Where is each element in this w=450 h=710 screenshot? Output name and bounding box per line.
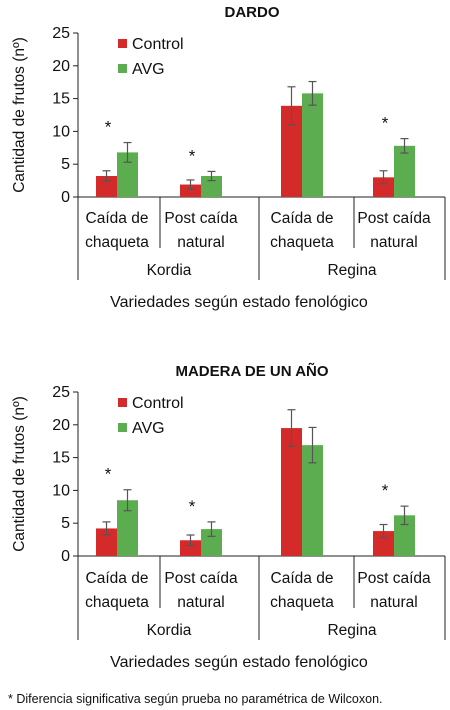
chart2-category-label: Post caída	[164, 570, 238, 587]
chart1-category-label: natural	[177, 234, 224, 251]
chart1-group-label: Regina	[327, 262, 376, 279]
chart2-bar-control	[180, 540, 201, 556]
chart1-y-tick-label: 5	[61, 156, 70, 173]
chart2-group-label: Regina	[327, 622, 376, 639]
chart2-category-label: natural	[370, 594, 417, 611]
chart1-title: DARDO	[225, 4, 280, 21]
chart2-bar-avg	[302, 445, 323, 556]
chart2-significance-marker: *	[105, 465, 112, 484]
chart1-bar-avg	[394, 145, 415, 197]
chart1-bar-avg	[302, 93, 323, 197]
chart1-group-label: Kordia	[147, 262, 192, 279]
chart2-bar-avg	[394, 515, 415, 556]
chart2-x-axis-label: Variedades según estado fenológico	[110, 654, 368, 671]
chart2-category-label: natural	[177, 594, 224, 611]
chart1-legend-swatch-avg	[118, 64, 127, 73]
chart2-legend-swatch-control	[118, 398, 127, 407]
footnote: * Diferencia significativa según prueba …	[8, 692, 383, 706]
chart2-bar-control	[96, 528, 117, 556]
chart1-y-tick-label: 15	[52, 91, 70, 108]
chart1-bar-control	[96, 176, 117, 197]
chart1-significance-marker: *	[382, 114, 389, 133]
chart1-category-label: Post caída	[164, 210, 238, 227]
chart2-legend-label-avg: AVG	[132, 420, 165, 437]
chart1-category-label: chaqueta	[85, 234, 149, 251]
chart1-legend-label-avg: AVG	[132, 61, 165, 78]
chart1-bar-avg	[201, 176, 222, 197]
chart2-significance-marker: *	[382, 481, 389, 500]
chart1-bar-control	[281, 105, 302, 197]
chart1-bar-control	[180, 184, 201, 197]
chart2-category-label: Caída de	[271, 570, 334, 587]
chart2-category-label: chaqueta	[85, 594, 149, 611]
chart1-significance-marker: *	[105, 118, 112, 137]
chart2-legend-label-control: Control	[132, 395, 184, 412]
chart2-y-tick-label: 0	[61, 548, 70, 565]
chart1-bar-avg	[117, 152, 138, 197]
chart1-significance-marker: *	[189, 146, 196, 165]
chart1-y-tick-label: 20	[52, 58, 70, 75]
chart2-y-axis-label: Cantidad de frutos (nº)	[11, 396, 28, 552]
chart2-legend-swatch-avg	[118, 423, 127, 432]
chart2-bar-avg	[117, 500, 138, 556]
chart1-y-axis-label: Cantidad de frutos (nº)	[11, 37, 28, 193]
chart2-title: MADERA DE UN AÑO	[175, 362, 328, 380]
chart1-category-label: natural	[370, 234, 417, 251]
chart1-legend-label-control: Control	[132, 36, 184, 53]
chart1-y-tick-label: 25	[52, 25, 70, 42]
chart1-category-label: Caída de	[271, 210, 334, 227]
chart2-y-tick-label: 25	[52, 384, 70, 401]
chart2-y-tick-label: 15	[52, 450, 70, 467]
chart1-category-label: Caída de	[86, 210, 149, 227]
chart1-legend-swatch-control	[118, 39, 127, 48]
chart2-bar-control	[373, 531, 394, 556]
chart1-y-tick-label: 0	[61, 189, 70, 206]
chart2-category-label: Post caída	[357, 570, 431, 587]
chart1-bar-control	[373, 177, 394, 197]
chart1-x-axis-label: Variedades según estado fenológico	[110, 294, 368, 311]
chart2-significance-marker: *	[189, 497, 196, 516]
chart2-bar-control	[281, 428, 302, 556]
chart1-category-label: chaqueta	[270, 234, 334, 251]
chart2-group-label: Kordia	[147, 622, 192, 639]
chart2-y-tick-label: 10	[52, 482, 70, 499]
chart2-y-tick-label: 20	[52, 417, 70, 434]
chart1-y-tick-label: 10	[52, 123, 70, 140]
chart2-bar-avg	[201, 529, 222, 556]
chart2-y-tick-label: 5	[61, 515, 70, 532]
chart1-category-label: Post caída	[357, 210, 431, 227]
chart2-category-label: Caída de	[86, 570, 149, 587]
chart2-category-label: chaqueta	[270, 594, 334, 611]
